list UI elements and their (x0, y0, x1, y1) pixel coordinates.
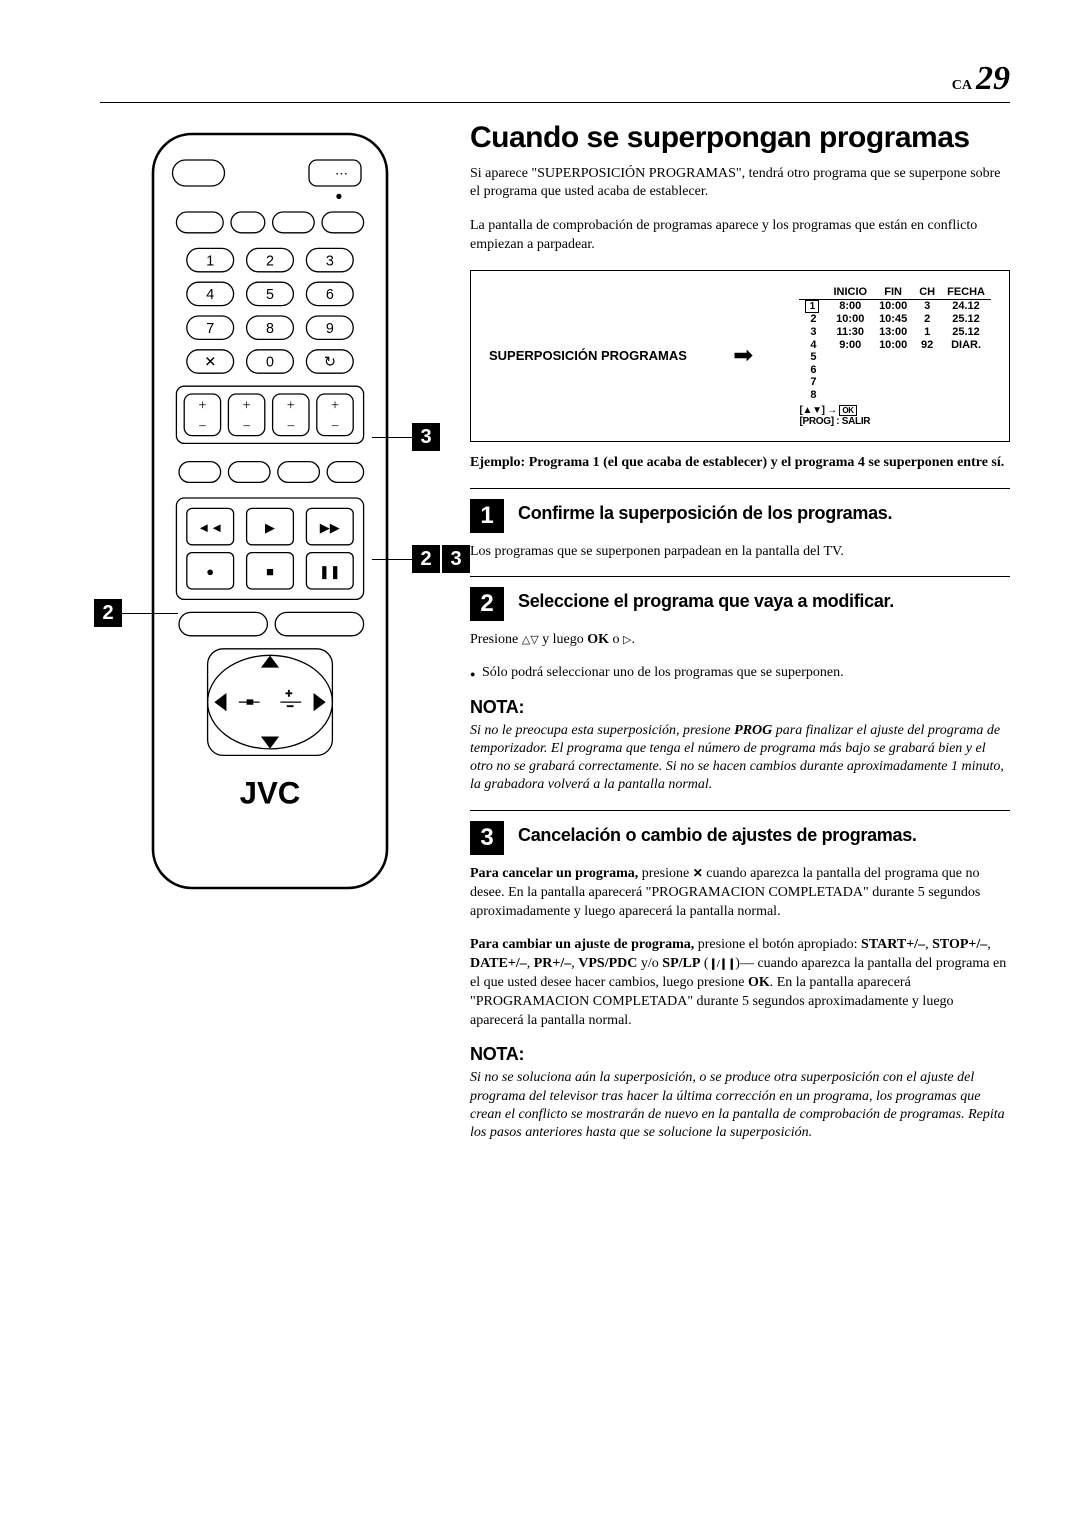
screen-display: SUPERPOSICIÓN PROGRAMAS ➡ INICIO FIN CH … (470, 270, 1010, 442)
svg-text:▶: ▶ (265, 520, 275, 535)
step-1-header: 1 Confirme la superposición de los progr… (470, 488, 1010, 533)
svg-text:●: ● (206, 564, 214, 579)
col-fecha: FECHA (941, 285, 991, 300)
left-column: ⋯ 1 2 3 4 5 6 7 8 9 ✕ (100, 121, 440, 1158)
step-3-body-2: Para cambiar un ajuste de programa, pres… (470, 936, 1010, 1030)
svg-text:0: 0 (266, 355, 274, 371)
svg-text:+: + (198, 398, 206, 414)
step-2-title: Seleccione el programa que vaya a modifi… (518, 587, 894, 613)
svg-text:✕: ✕ (204, 355, 216, 371)
page-num: 29 (976, 60, 1010, 97)
nota-1-text: Si no le preocupa esta superposición, pr… (470, 722, 1010, 795)
svg-text:2: 2 (266, 253, 274, 269)
nota-1-heading: NOTA: (470, 697, 1010, 718)
svg-text:+: + (287, 398, 295, 414)
nota-2-text: Si no se soluciona aún la superposición,… (470, 1069, 1010, 1142)
brand-label: JVC (240, 776, 301, 811)
arrow-icon: ➡ (733, 341, 753, 370)
step-3-header: 3 Cancelación o cambio de ajustes de pro… (470, 810, 1010, 855)
svg-text:4: 4 (206, 287, 214, 303)
svg-text:⋯: ⋯ (335, 166, 348, 181)
svg-text:◄◄: ◄◄ (197, 520, 223, 535)
svg-text:≡: ≡ (247, 696, 254, 709)
step-2-bullet: Sólo podrá seleccionar uno de los progra… (470, 664, 1010, 683)
intro-text-1: Si aparece "SUPERPOSICIÓN PROGRAMAS", te… (470, 165, 1010, 201)
svg-text:+: + (286, 687, 293, 700)
remote-control-diagram: ⋯ 1 2 3 4 5 6 7 8 9 ✕ (140, 121, 400, 901)
col-inicio: INICIO (827, 285, 873, 300)
step-2-body: Presione y luego OK o . (470, 631, 1010, 650)
step-3-num: 3 (470, 821, 504, 855)
page: CA 29 ⋯ 1 2 3 4 5 (0, 0, 1080, 1218)
svg-text:5: 5 (266, 287, 274, 303)
screen-label: SUPERPOSICIÓN PROGRAMAS (489, 348, 687, 363)
screen-footer: [▲▼] → OK[PROG] : SALIR (799, 405, 991, 427)
nota-2-heading: NOTA: (470, 1044, 1010, 1065)
svg-text:−: − (198, 418, 206, 434)
right-column: Cuando se superpongan programas Si apare… (470, 121, 1010, 1158)
callout-3-upper: 3 (372, 423, 440, 451)
svg-text:−: − (287, 700, 294, 713)
intro-text-2: La pantalla de comprobación de programas… (470, 217, 1010, 253)
page-prefix: CA (952, 78, 972, 93)
svg-text:↻: ↻ (324, 355, 336, 371)
screen-table: INICIO FIN CH FECHA 18:0010:00324.12 210… (799, 285, 991, 427)
svg-text:−: − (287, 418, 295, 434)
content-columns: ⋯ 1 2 3 4 5 6 7 8 9 ✕ (100, 121, 1010, 1158)
callout-2-3: 2 3 (372, 545, 470, 573)
step-2-num: 2 (470, 587, 504, 621)
svg-text:+: + (331, 398, 339, 414)
main-title: Cuando se superpongan programas (470, 121, 1010, 155)
svg-text:■: ■ (266, 564, 274, 579)
svg-text:6: 6 (326, 287, 334, 303)
step-3-body-1: Para cancelar un programa, presione cuan… (470, 865, 1010, 922)
svg-text:8: 8 (266, 321, 274, 337)
svg-text:3: 3 (326, 253, 334, 269)
col-ch: CH (913, 285, 941, 300)
svg-text:−: − (331, 418, 339, 434)
svg-text:+: + (243, 398, 251, 414)
svg-text:▶▶: ▶▶ (320, 520, 340, 535)
svg-text:−: − (243, 418, 251, 434)
svg-text:7: 7 (206, 321, 214, 337)
step-1-body: Los programas que se superponen parpadea… (470, 543, 1010, 562)
svg-text:1: 1 (206, 253, 214, 269)
example-text: Ejemplo: Programa 1 (el que acaba de est… (470, 454, 1010, 472)
svg-text:9: 9 (326, 321, 334, 337)
svg-text:❚❚: ❚❚ (319, 564, 341, 580)
col-fin: FIN (873, 285, 913, 300)
step-1-title: Confirme la superposición de los program… (518, 499, 892, 525)
step-3-title: Cancelación o cambio de ajustes de progr… (518, 821, 917, 847)
callout-2-left: 2 (94, 599, 178, 627)
step-2-header: 2 Seleccione el programa que vaya a modi… (470, 576, 1010, 621)
page-number: CA 29 (100, 60, 1010, 103)
step-1-num: 1 (470, 499, 504, 533)
